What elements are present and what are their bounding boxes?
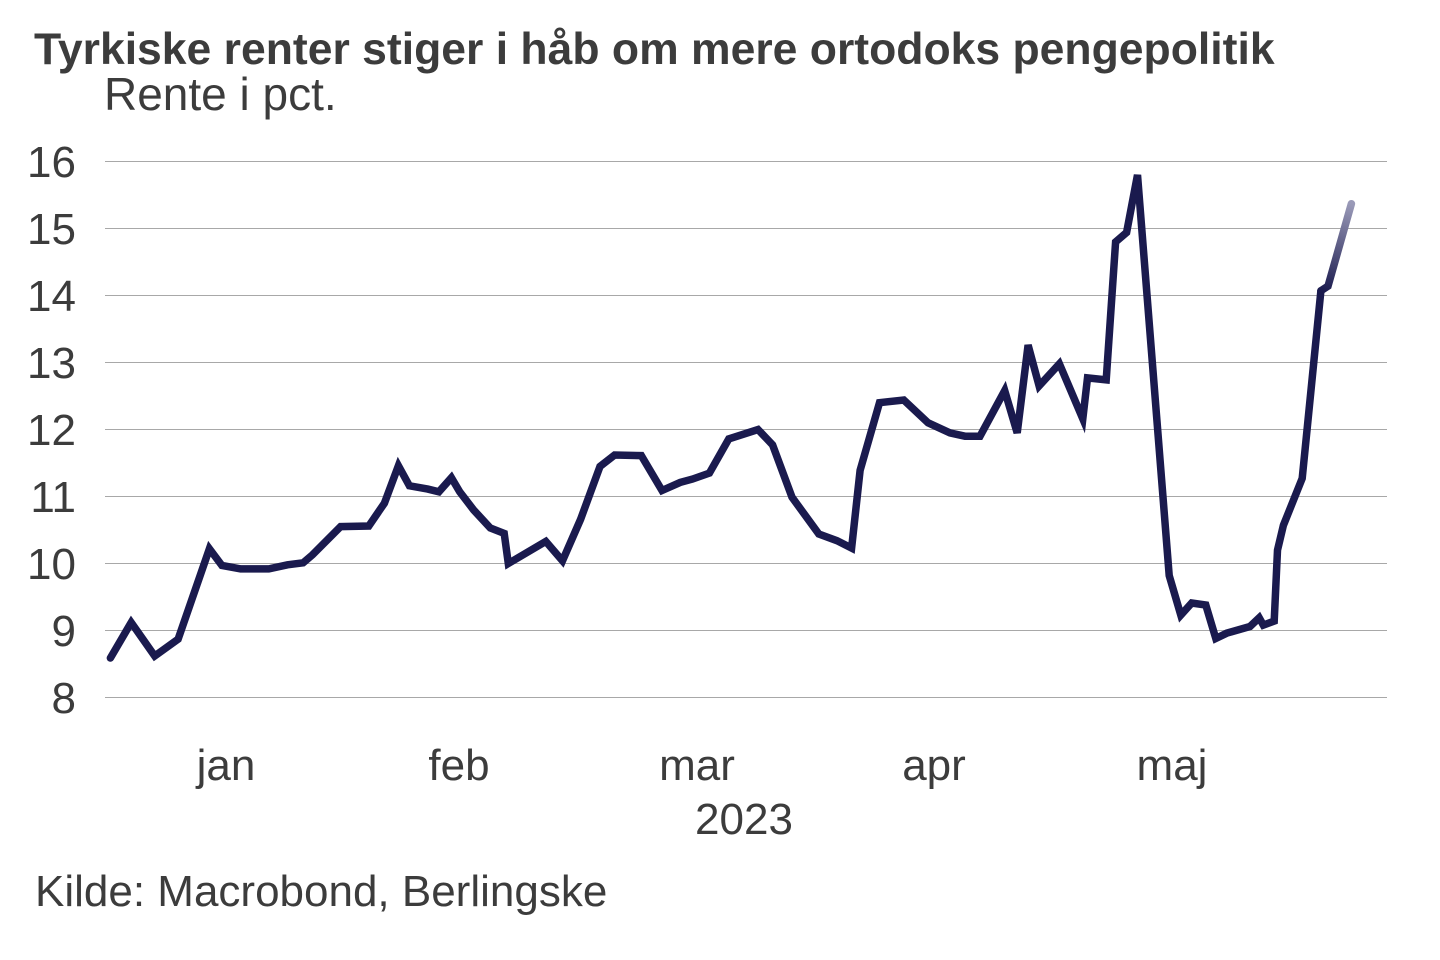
- svg-text:mar: mar: [659, 741, 735, 790]
- svg-text:8: 8: [52, 674, 76, 723]
- svg-text:11: 11: [30, 473, 76, 522]
- svg-text:maj: maj: [1137, 741, 1208, 790]
- svg-text:9: 9: [52, 607, 76, 656]
- svg-text:jan: jan: [195, 741, 256, 790]
- svg-text:10: 10: [27, 540, 76, 589]
- svg-text:15: 15: [27, 205, 76, 254]
- svg-text:12: 12: [27, 406, 76, 455]
- svg-text:14: 14: [27, 272, 76, 321]
- svg-text:2023: 2023: [695, 795, 793, 844]
- svg-text:feb: feb: [428, 741, 489, 790]
- svg-text:16: 16: [27, 138, 76, 187]
- svg-text:apr: apr: [902, 741, 966, 790]
- svg-text:13: 13: [27, 339, 76, 388]
